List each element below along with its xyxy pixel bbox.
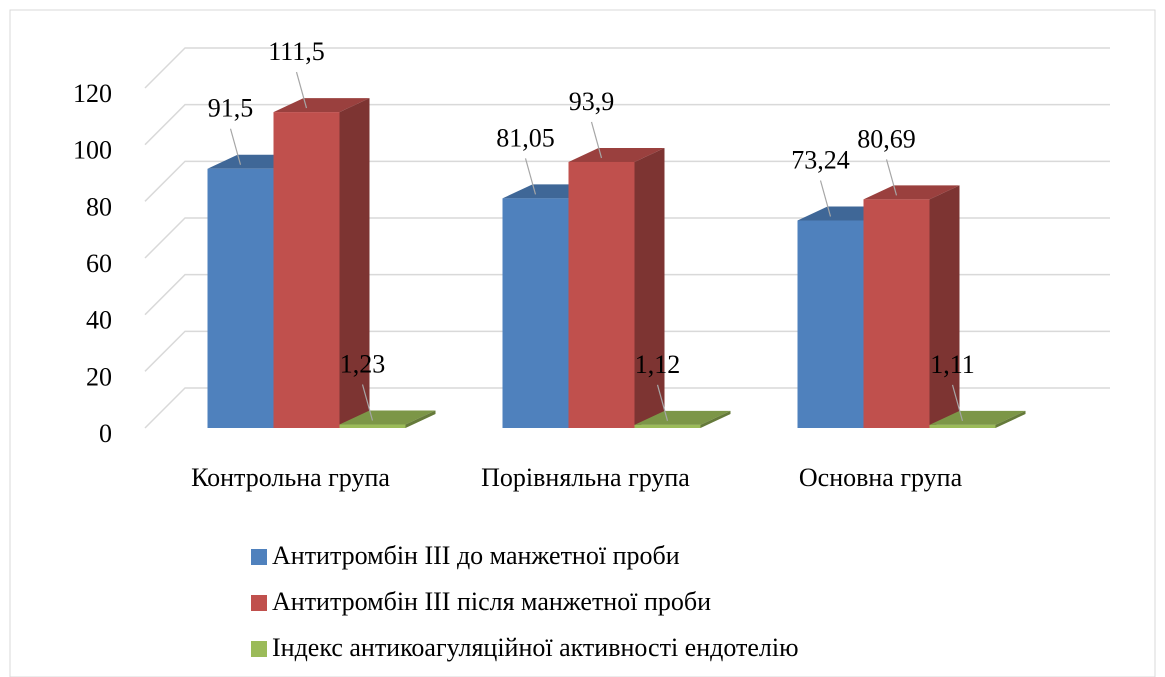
- data-label: 1,12: [635, 350, 681, 379]
- y-tick-label: 100: [73, 136, 112, 165]
- leader-line: [524, 158, 537, 195]
- bar-side: [700, 410, 731, 428]
- leader-line: [819, 180, 832, 217]
- legend-label: Індекс антикоагуляційної активності ендо…: [272, 633, 799, 662]
- leader-line: [656, 384, 669, 421]
- data-label: 91,5: [208, 94, 254, 123]
- bar: [502, 198, 569, 428]
- grid-line: [144, 47, 1110, 89]
- leader-line: [951, 384, 964, 422]
- bar: [797, 220, 864, 428]
- leader-line: [229, 128, 242, 165]
- x-tick-label: Контрольна група: [191, 463, 390, 492]
- legend-swatch: [251, 595, 267, 611]
- bar: [634, 424, 701, 428]
- data-label: 80,69: [857, 124, 916, 153]
- bar: [273, 112, 340, 428]
- data-label: 81,05: [496, 123, 555, 152]
- y-tick-label: 40: [86, 306, 112, 335]
- bar-side: [995, 410, 1026, 428]
- bar-top: [929, 410, 1026, 425]
- grid-line: [144, 217, 1110, 259]
- x-tick-label: Основна група: [799, 463, 963, 492]
- data-label: 1,23: [340, 349, 386, 378]
- leader-line: [361, 384, 374, 421]
- bar: [339, 424, 406, 428]
- bar-side: [634, 147, 665, 428]
- bar: [207, 168, 274, 428]
- x-tick-label: Порівняльна група: [481, 463, 690, 492]
- leader-line: [590, 121, 603, 159]
- bar-top: [568, 147, 665, 162]
- legend-swatch: [251, 549, 267, 565]
- grid-line: [144, 160, 1110, 202]
- y-tick-label: 60: [86, 249, 112, 278]
- bar-top: [634, 410, 731, 425]
- data-label: 1,11: [930, 350, 975, 379]
- bar: [568, 161, 635, 428]
- y-tick-label: 80: [86, 192, 112, 221]
- bar-side: [929, 185, 960, 428]
- bar-side: [339, 98, 370, 428]
- legend-swatch: [251, 641, 267, 657]
- bar-top: [339, 410, 436, 425]
- data-label: 73,24: [791, 145, 850, 174]
- bar-side: [405, 410, 436, 428]
- bar-top: [863, 185, 960, 200]
- legend-label: Антитромбін III до манжетної проби: [272, 541, 680, 570]
- y-tick-label: 120: [73, 79, 112, 108]
- y-tick-label: 0: [99, 419, 112, 448]
- data-label: 111,5: [268, 37, 325, 66]
- leader-line: [885, 159, 898, 196]
- y-tick-label: 20: [86, 362, 112, 391]
- data-label: 93,9: [569, 87, 615, 116]
- bar: [929, 424, 996, 428]
- bar-top: [273, 98, 370, 113]
- bar: [863, 199, 930, 428]
- leader-line: [295, 71, 308, 109]
- legend-label: Антитромбін III після манжетної проби: [272, 587, 711, 616]
- grid-line: [144, 103, 1110, 146]
